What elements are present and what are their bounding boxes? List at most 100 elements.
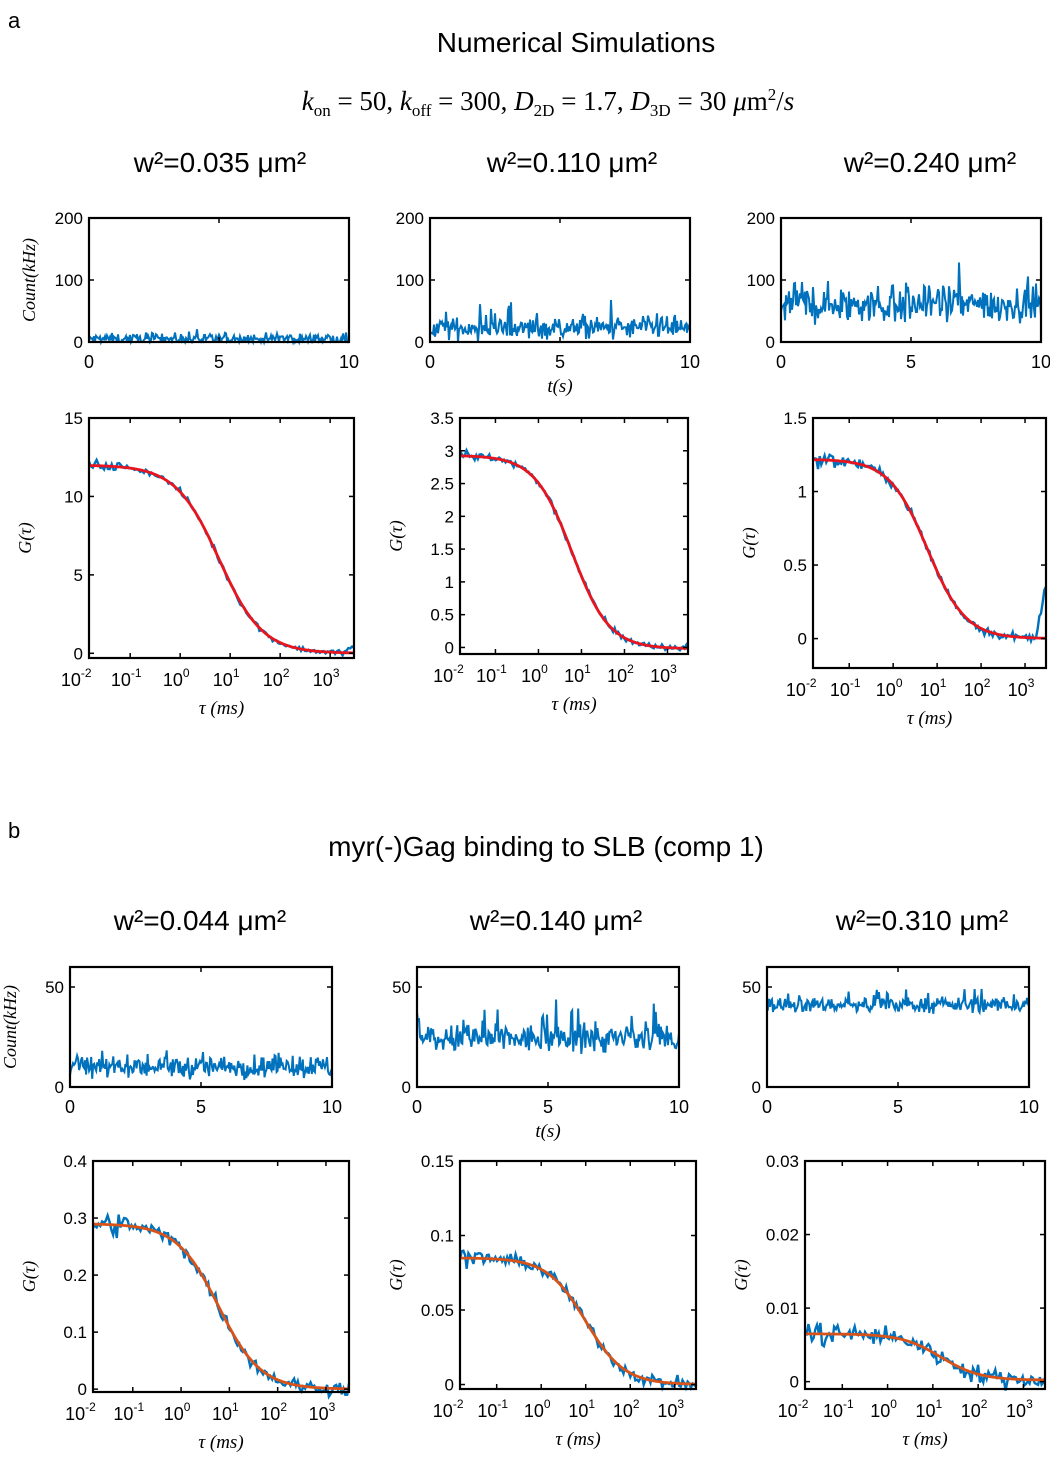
- y-tick-label: 0.3: [63, 1209, 87, 1228]
- y-tick-label: 50: [392, 978, 411, 997]
- series-g-data-b-g-2: [458, 1249, 697, 1392]
- y-tick-label: 0.5: [430, 606, 454, 625]
- chart-b-count-3: 0 50 0 5 10: [742, 965, 1039, 1117]
- series-g-fit-a-g-1: [88, 464, 354, 655]
- chart-b-g-1: 0 0.1 0.2 0.3 0.4 10-2 10-1 100 101 102 103 G(τ) τ (…: [19, 1152, 351, 1453]
- y-tick-label: 200: [55, 209, 83, 228]
- chart-a-count-1: 0 100 200 0 5 10 Count(kHz): [19, 209, 359, 372]
- panel-a-title: Numerical Simulations: [437, 27, 716, 58]
- x-tick-label: 101: [212, 1400, 239, 1424]
- y-tick-label: 3: [445, 442, 454, 461]
- panel-b-title: myr(-)Gag binding to SLB (comp 1): [328, 831, 764, 862]
- x-tick-label: 0: [84, 352, 94, 372]
- x-tick-label: 101: [564, 662, 591, 686]
- x-tick-label: 103: [1008, 676, 1035, 700]
- axes-frame: [91, 1159, 351, 1394]
- x-tick-label: 100: [163, 666, 190, 690]
- y-axis-label: G(τ): [386, 1259, 407, 1290]
- y-tick-label: 0: [74, 333, 83, 352]
- x-tick-label: 10-1: [111, 666, 142, 690]
- y-tick-label: 10: [64, 487, 83, 506]
- x-tick-label: 0: [425, 352, 435, 372]
- y-axis-label: G(τ): [739, 527, 760, 558]
- chart-b-count-1: 0 50 0 5 10 Count(kHz): [0, 965, 342, 1117]
- x-axis-label: τ (ms): [551, 694, 596, 715]
- x-tick-label: 10: [1031, 352, 1050, 372]
- series-count-b-count-2: [416, 999, 680, 1054]
- panel-b-w-label-1: w²=0.044 μm²: [113, 905, 287, 936]
- y-axis-label: G(τ): [19, 1261, 40, 1292]
- y-tick-label: 200: [396, 209, 424, 228]
- x-tick-label: 100: [870, 1397, 897, 1421]
- series-g-data-a-g-3: [812, 451, 1048, 645]
- y-tick-label: 100: [396, 271, 424, 290]
- x-tick-label: 10-2: [61, 666, 92, 690]
- y-tick-label: 200: [747, 209, 775, 228]
- y-axis-label: G(τ): [731, 1259, 752, 1290]
- y-tick-label: 0: [415, 333, 424, 352]
- axes-frame: [87, 416, 356, 660]
- series-count-b-count-3: [766, 988, 1030, 1016]
- x-tick-label: 10-1: [476, 662, 507, 686]
- y-tick-label: 0.02: [766, 1226, 799, 1245]
- axes-frame: [458, 416, 690, 656]
- series-g-fit-b-g-3: [805, 1332, 1045, 1382]
- x-tick-label: 0: [65, 1097, 75, 1117]
- x-tick-label: 10-1: [113, 1400, 144, 1424]
- x-tick-label: 5: [893, 1097, 903, 1117]
- x-tick-label: 102: [613, 1397, 640, 1421]
- x-tick-label: 10-2: [433, 1397, 464, 1421]
- y-tick-label: 50: [742, 978, 761, 997]
- y-tick-label: 5: [74, 566, 83, 585]
- y-tick-label: 0.5: [783, 556, 807, 575]
- y-tick-label: 15: [64, 409, 83, 428]
- y-tick-label: 0.15: [421, 1152, 454, 1171]
- y-tick-label: 100: [747, 271, 775, 290]
- x-tick-label: 103: [657, 1397, 684, 1421]
- y-tick-label: 0: [445, 638, 454, 657]
- x-tick-label: 101: [920, 676, 947, 700]
- x-tick-label: 0: [762, 1097, 772, 1117]
- panel-a-w-label-3: w²=0.240 μm²: [843, 147, 1017, 178]
- series-g-data-a-g-1: [87, 457, 355, 658]
- x-tick-label: 10-2: [778, 1397, 809, 1421]
- x-tick-label: 10: [680, 352, 700, 372]
- chart-a-g-1: 0 5 10 15 10-2 10-1 100 101 102 103 G(τ) τ (ms): [15, 409, 356, 719]
- y-tick-label: 0: [798, 630, 807, 649]
- x-tick-label: 103: [313, 666, 340, 690]
- series-g-fit-b-g-1: [93, 1222, 349, 1391]
- x-axis-label: τ (ms): [555, 1429, 600, 1450]
- y-tick-label: 0.1: [430, 1227, 454, 1246]
- x-tick-label: 10: [339, 352, 359, 372]
- x-axis-label: τ (ms): [907, 708, 952, 729]
- x-tick-label: 102: [964, 676, 991, 700]
- axes-frame: [765, 965, 1031, 1089]
- y-tick-label: 0.4: [63, 1152, 87, 1171]
- x-axis-label: τ (ms): [902, 1429, 947, 1450]
- panel-a-params: kon = 50, koff = 300, D2D = 1.7, D3D = 3…: [302, 85, 795, 120]
- x-tick-label: 0: [776, 352, 786, 372]
- y-tick-label: 0: [55, 1078, 64, 1097]
- x-tick-label: 5: [543, 1097, 553, 1117]
- x-tick-label: 101: [568, 1397, 595, 1421]
- x-tick-label: 10-2: [786, 676, 817, 700]
- x-tick-label: 10-2: [433, 662, 464, 686]
- x-axis-label: τ (ms): [199, 698, 244, 719]
- axes-frame: [458, 1159, 698, 1391]
- y-tick-label: 1: [445, 573, 454, 592]
- x-tick-label: 102: [260, 1400, 287, 1424]
- x-axis-label: t(s): [535, 1121, 560, 1142]
- axes-frame: [803, 1159, 1047, 1391]
- panel-b-w-label-3: w²=0.310 μm²: [835, 905, 1009, 936]
- y-tick-label: 0.2: [63, 1266, 87, 1285]
- y-tick-label: 1: [798, 483, 807, 502]
- x-tick-label: 10-2: [65, 1400, 96, 1424]
- y-axis-label: G(τ): [386, 520, 407, 551]
- x-tick-label: 5: [196, 1097, 206, 1117]
- x-tick-label: 103: [650, 662, 677, 686]
- y-tick-label: 100: [55, 271, 83, 290]
- series-count-a-count-1: [88, 329, 350, 346]
- y-tick-label: 0.05: [421, 1301, 454, 1320]
- series-g-fit-b-g-2: [460, 1256, 696, 1386]
- series-g-fit-a-g-2: [459, 454, 689, 650]
